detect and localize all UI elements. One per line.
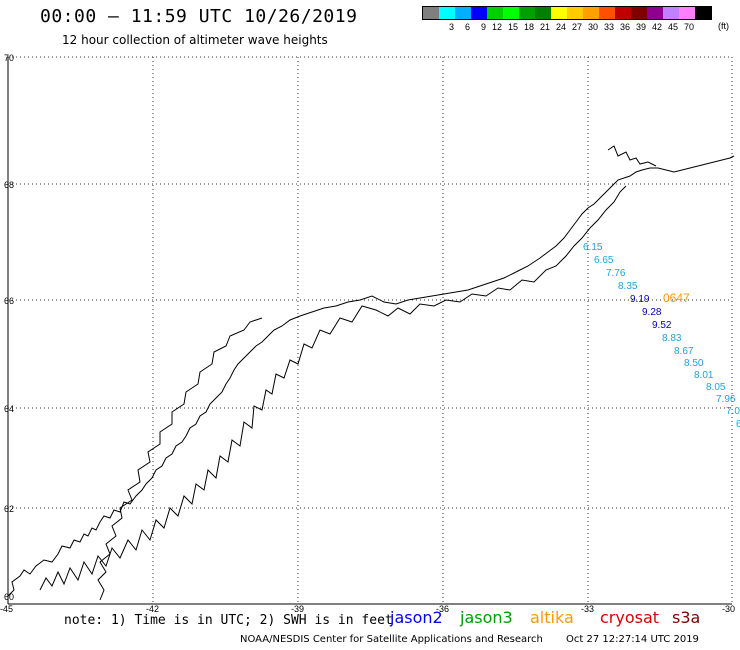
legend-swatch <box>423 7 439 19</box>
legend-label: 21 <box>539 22 550 32</box>
legend-label: 45 <box>667 22 678 32</box>
legend-unit: (ft) <box>718 21 729 31</box>
legend-label: 15 <box>507 22 518 32</box>
wave-height-value: 9.19 <box>630 294 650 305</box>
wave-height-value: 8.35 <box>618 281 638 292</box>
legend-swatch <box>519 7 535 19</box>
lon-label: -30 <box>722 604 735 614</box>
legend-label: 3 <box>448 22 454 32</box>
legend-swatch <box>583 7 599 19</box>
legend-label: 42 <box>651 22 662 32</box>
wave-height-value: 8.67 <box>674 346 694 357</box>
wave-height-value: 8.01 <box>694 370 714 381</box>
satellite-label-s3a: s3a <box>672 608 701 627</box>
legend-swatch <box>551 7 567 19</box>
legend-label: 9 <box>480 22 486 32</box>
lon-label: -42 <box>146 604 159 614</box>
lon-label: -33 <box>581 604 594 614</box>
wave-height-value: 6 <box>736 419 740 430</box>
satellite-label-cryosat: cryosat <box>600 608 660 627</box>
legend-swatch <box>631 7 647 19</box>
legend-label: 12 <box>491 22 502 32</box>
satellite-label-altika: altika <box>530 608 574 627</box>
grid-lines <box>8 56 733 604</box>
wave-height-value: 6.15 <box>583 242 603 253</box>
satellite-label-jason3: jason3 <box>460 608 513 627</box>
iceland-east-coast <box>607 145 657 167</box>
lat-label: 60 <box>4 592 14 602</box>
wave-height-value: 8.50 <box>684 358 704 369</box>
legend-swatch <box>615 7 631 19</box>
lat-label: 68 <box>4 180 14 190</box>
lon-label: -36 <box>436 604 449 614</box>
legend-label: 36 <box>619 22 630 32</box>
legend-label: 18 <box>523 22 534 32</box>
coastline-inner <box>97 317 263 601</box>
wave-height-value: 8.83 <box>662 333 682 344</box>
wave-height-value: 7.0 <box>726 406 740 417</box>
legend-label: 6 <box>464 22 470 32</box>
legend-swatch <box>567 7 583 19</box>
color-scale-labels: 3 6 9 12 15 18 21 24 27 30 33 36 39 42 45 70 <box>422 22 694 32</box>
map-subtitle: 12 hour collection of altimeter wave hei… <box>62 33 328 47</box>
lat-label: 62 <box>4 504 14 514</box>
color-scale-legend <box>422 6 712 20</box>
lon-label: -39 <box>291 604 304 614</box>
altimeter-track: 6.15 6.65 7.76 8.35 9.19 9.28 9.52 8.83 8.678.50… <box>583 242 740 430</box>
altika-value: 0647 <box>663 291 690 305</box>
footnote: note: 1) Time is in UTC; 2) SWH is in fe… <box>64 613 393 628</box>
lat-label: 70 <box>4 53 14 63</box>
legend-swatch <box>439 7 455 19</box>
legend-swatch <box>599 7 615 19</box>
map-title: 00:00 – 11:59 UTC 10/26/2019 <box>40 6 358 27</box>
wave-height-value: 6.65 <box>594 255 614 266</box>
legend-swatch <box>535 7 551 19</box>
greenland-coastline <box>7 155 735 597</box>
legend-swatch <box>663 7 679 19</box>
lon-label: -45 <box>0 604 13 614</box>
credit-text: NOAA/NESDIS Center for Satellite Applica… <box>240 634 543 645</box>
legend-label: 27 <box>571 22 582 32</box>
legend-label: 24 <box>555 22 566 32</box>
legend-label: 30 <box>587 22 598 32</box>
coastline-fjords <box>39 185 627 591</box>
legend-label: 33 <box>603 22 614 32</box>
legend-swatch <box>503 7 519 19</box>
wave-height-value: 8.05 <box>706 382 726 393</box>
lat-label: 66 <box>4 296 14 306</box>
legend-swatch <box>471 7 487 19</box>
satellite-label-jason2: jason2 <box>390 608 443 627</box>
generated-timestamp: Oct 27 12:27:14 UTC 2019 <box>566 634 699 645</box>
legend-swatch <box>455 7 471 19</box>
legend-swatch <box>695 7 711 19</box>
lat-label: 64 <box>4 404 14 414</box>
legend-label: 39 <box>635 22 646 32</box>
legend-label: 70 <box>683 22 694 32</box>
wave-height-value: 9.52 <box>652 320 672 331</box>
legend-swatch <box>487 7 503 19</box>
wave-height-value: 7.96 <box>716 394 736 405</box>
legend-swatch <box>679 7 695 19</box>
wave-height-value: 9.28 <box>642 307 662 318</box>
legend-swatch <box>647 7 663 19</box>
wave-height-value: 7.76 <box>606 268 626 279</box>
